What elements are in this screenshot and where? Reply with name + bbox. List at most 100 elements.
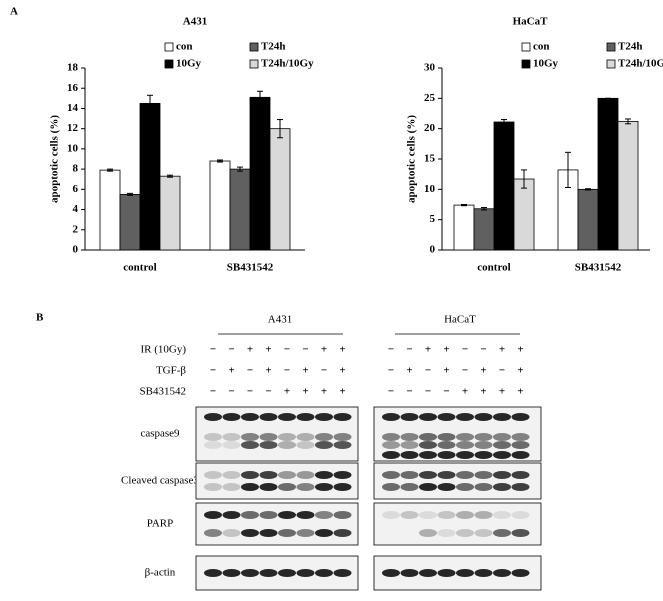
legend-swatch [521,59,531,69]
panel-label: B [36,312,44,324]
bar [159,175,181,251]
blot-band [456,451,474,459]
treatment-sign: + [480,386,486,398]
treatment-sign: − [499,365,505,377]
blot-band [474,529,493,537]
blot-band [296,433,315,441]
blot-band [474,451,493,459]
chart-title: A431 [183,16,207,28]
treatment-sign: − [247,365,253,377]
blot-band [456,569,474,577]
protein-label: caspase9 [140,428,180,440]
blot-band [474,471,493,479]
blot-band [204,433,222,441]
blot-band [400,471,419,479]
treatment-sign: − [228,386,234,398]
blot-band [419,511,437,519]
legend-swatch [249,42,259,52]
error-bar [625,118,631,125]
blot-band [382,483,400,491]
blot-band [315,441,333,449]
blot-band [493,483,511,491]
error-bar [565,151,571,189]
blot-band [333,569,352,577]
error-bar [461,204,467,207]
x-tick-label: SB431542 [227,262,274,274]
blot-band [456,511,474,519]
y-tick-label: 30 [424,62,436,74]
bar [269,128,291,251]
treatment-sign: − [425,386,431,398]
blot-band [278,529,296,537]
blot-band [400,483,419,491]
blot-band [437,451,456,459]
blot-band [278,471,296,479]
treatment-sign: + [284,386,290,398]
treatment-sign: − [284,365,290,377]
treatment-sign: + [406,365,412,377]
treatment-sign: + [302,386,308,398]
blot-band [296,413,315,421]
blot-band [493,511,511,519]
y-tick-label: 12 [67,122,79,134]
blot-band [315,511,333,519]
treatment-sign: + [517,386,523,398]
y-tick-label: 14 [67,102,79,114]
blot-band [419,569,437,577]
blot-frame [373,462,542,500]
blot-band [222,483,241,491]
blot-band [278,441,296,449]
blot-band [419,433,437,441]
treatment-sign: + [517,365,523,377]
treatment-label: IR (10Gy) [140,344,186,356]
blot-band [437,511,456,519]
legend-label: T24h [618,41,642,53]
blot-band [437,529,456,537]
error-bar [217,159,223,163]
blot-band [259,483,278,491]
legend-swatch [164,59,174,69]
blot-band [315,569,333,577]
blot-band [437,471,456,479]
error-bar [277,119,283,139]
blot-band [382,433,400,441]
error-bar [481,207,487,211]
bar [597,97,619,251]
blot-band [204,413,222,421]
blot-band [241,441,259,449]
treatment-sign: − [284,344,290,356]
treatment-sign: + [247,344,253,356]
blot-band [474,511,493,519]
blot-band [493,433,511,441]
blot-band [400,451,419,459]
blot-band [493,441,511,449]
blot-band [222,529,241,537]
blot-band [259,529,278,537]
treatment-sign: − [443,386,449,398]
treatment-sign: + [228,365,234,377]
bar [119,193,141,251]
y-tick-label: 10 [67,142,79,154]
blot-band [241,433,259,441]
blot-band [474,441,493,449]
y-tick-label: 16 [67,82,79,94]
blot-band [333,433,352,441]
y-tick-label: 8 [73,163,79,175]
y-tick-label: 6 [73,183,79,195]
blot-band [296,483,315,491]
blot-band [296,569,315,577]
blot-band [511,529,530,537]
bar [493,121,515,251]
blot-band [241,529,259,537]
treatment-sign: + [499,344,505,356]
blot-frame [373,502,542,546]
blot-band [333,483,352,491]
x-tick-label: SB431542 [575,262,622,274]
treatment-sign: + [265,344,271,356]
blot-band [315,471,333,479]
treatment-sign: − [321,365,327,377]
error-bar [521,169,527,189]
legend-label: con [176,41,193,53]
blot-band [400,433,419,441]
